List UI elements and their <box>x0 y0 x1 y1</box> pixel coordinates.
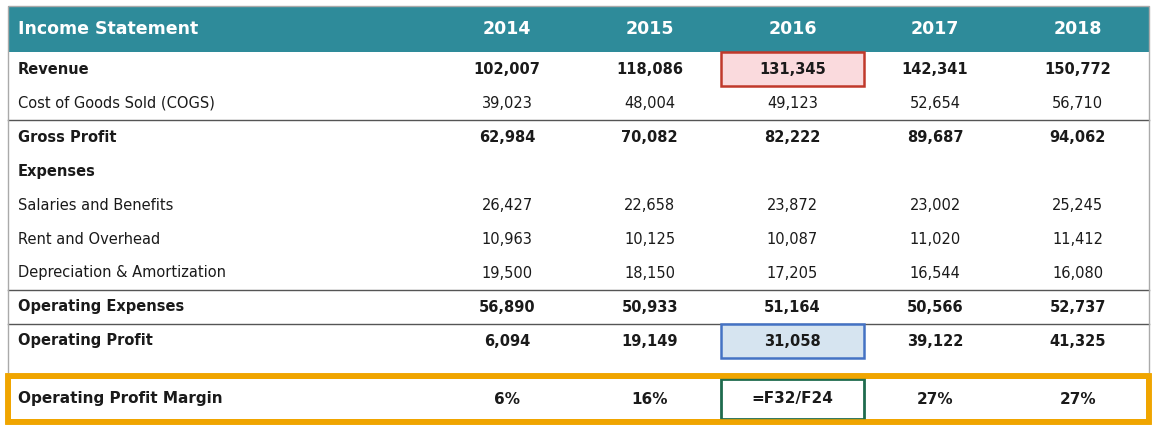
Text: 25,245: 25,245 <box>1052 198 1104 213</box>
Text: 142,341: 142,341 <box>901 62 968 76</box>
Text: 2017: 2017 <box>911 20 959 38</box>
Text: 51,164: 51,164 <box>764 300 820 314</box>
Bar <box>8 120 1149 154</box>
Text: 26,427: 26,427 <box>481 198 533 213</box>
Text: 11,020: 11,020 <box>909 231 960 246</box>
Text: Gross Profit: Gross Profit <box>19 130 117 144</box>
Text: 70,082: 70,082 <box>621 130 678 144</box>
Text: 82,222: 82,222 <box>765 130 820 144</box>
Text: 31,058: 31,058 <box>764 333 820 349</box>
Text: 23,002: 23,002 <box>909 198 960 213</box>
Text: 62,984: 62,984 <box>479 130 536 144</box>
Bar <box>8 324 1149 358</box>
Text: 31,058: 31,058 <box>764 333 820 349</box>
Text: 50,566: 50,566 <box>907 300 964 314</box>
Text: 6,094: 6,094 <box>484 333 530 349</box>
Text: 2014: 2014 <box>482 20 531 38</box>
Text: 16,544: 16,544 <box>909 266 960 281</box>
Text: 2015: 2015 <box>626 20 675 38</box>
Text: Cost of Goods Sold (COGS): Cost of Goods Sold (COGS) <box>19 95 215 111</box>
Text: 27%: 27% <box>1060 392 1096 407</box>
Text: Revenue: Revenue <box>19 62 89 76</box>
Text: 19,500: 19,500 <box>481 266 532 281</box>
Bar <box>8 222 1149 256</box>
Text: 10,125: 10,125 <box>625 231 676 246</box>
Bar <box>8 376 1149 422</box>
Text: 131,345: 131,345 <box>759 62 826 76</box>
Bar <box>12 379 1145 419</box>
Text: Operating Profit: Operating Profit <box>19 333 153 349</box>
Text: 94,062: 94,062 <box>1049 130 1106 144</box>
Text: Rent and Overhead: Rent and Overhead <box>19 231 161 246</box>
Bar <box>8 188 1149 222</box>
Text: 6%: 6% <box>494 392 521 407</box>
Text: 39,122: 39,122 <box>907 333 964 349</box>
Bar <box>8 6 1149 52</box>
Text: 10,963: 10,963 <box>481 231 532 246</box>
Bar <box>8 376 1149 422</box>
Text: 49,123: 49,123 <box>767 95 818 111</box>
Bar <box>8 154 1149 188</box>
Bar <box>8 290 1149 324</box>
Text: 16%: 16% <box>632 392 668 407</box>
Bar <box>721 324 864 358</box>
Text: 39,023: 39,023 <box>481 95 532 111</box>
Text: 118,086: 118,086 <box>617 62 684 76</box>
Text: 56,710: 56,710 <box>1052 95 1104 111</box>
Text: 10,087: 10,087 <box>767 231 818 246</box>
Text: 16,080: 16,080 <box>1052 266 1104 281</box>
Bar <box>8 358 1149 376</box>
Text: 89,687: 89,687 <box>907 130 964 144</box>
Text: 41,325: 41,325 <box>1049 333 1106 349</box>
Text: 52,654: 52,654 <box>909 95 960 111</box>
Text: 150,772: 150,772 <box>1045 62 1111 76</box>
Text: 18,150: 18,150 <box>625 266 676 281</box>
Text: 2018: 2018 <box>1053 20 1101 38</box>
Text: 56,890: 56,890 <box>479 300 536 314</box>
Text: 19,149: 19,149 <box>621 333 678 349</box>
Text: 2016: 2016 <box>768 20 817 38</box>
Text: Operating Expenses: Operating Expenses <box>19 300 184 314</box>
Text: 50,933: 50,933 <box>621 300 678 314</box>
Bar <box>8 52 1149 86</box>
Text: 102,007: 102,007 <box>473 62 540 76</box>
Text: 27%: 27% <box>916 392 953 407</box>
Text: 23,872: 23,872 <box>767 198 818 213</box>
Bar <box>721 379 864 419</box>
Bar <box>8 86 1149 120</box>
Text: Operating Profit Margin: Operating Profit Margin <box>19 392 222 407</box>
Text: Salaries and Benefits: Salaries and Benefits <box>19 198 174 213</box>
Text: Depreciation & Amortization: Depreciation & Amortization <box>19 266 226 281</box>
Text: 17,205: 17,205 <box>767 266 818 281</box>
Text: 22,658: 22,658 <box>625 198 676 213</box>
Bar <box>8 256 1149 290</box>
Text: 131,345: 131,345 <box>759 62 826 76</box>
Text: 48,004: 48,004 <box>625 95 676 111</box>
Text: 52,737: 52,737 <box>1049 300 1106 314</box>
Text: Income Statement: Income Statement <box>19 20 198 38</box>
Bar <box>721 52 864 86</box>
Text: 11,412: 11,412 <box>1052 231 1103 246</box>
Text: =F32/F24: =F32/F24 <box>752 392 833 407</box>
Text: Expenses: Expenses <box>19 163 96 178</box>
